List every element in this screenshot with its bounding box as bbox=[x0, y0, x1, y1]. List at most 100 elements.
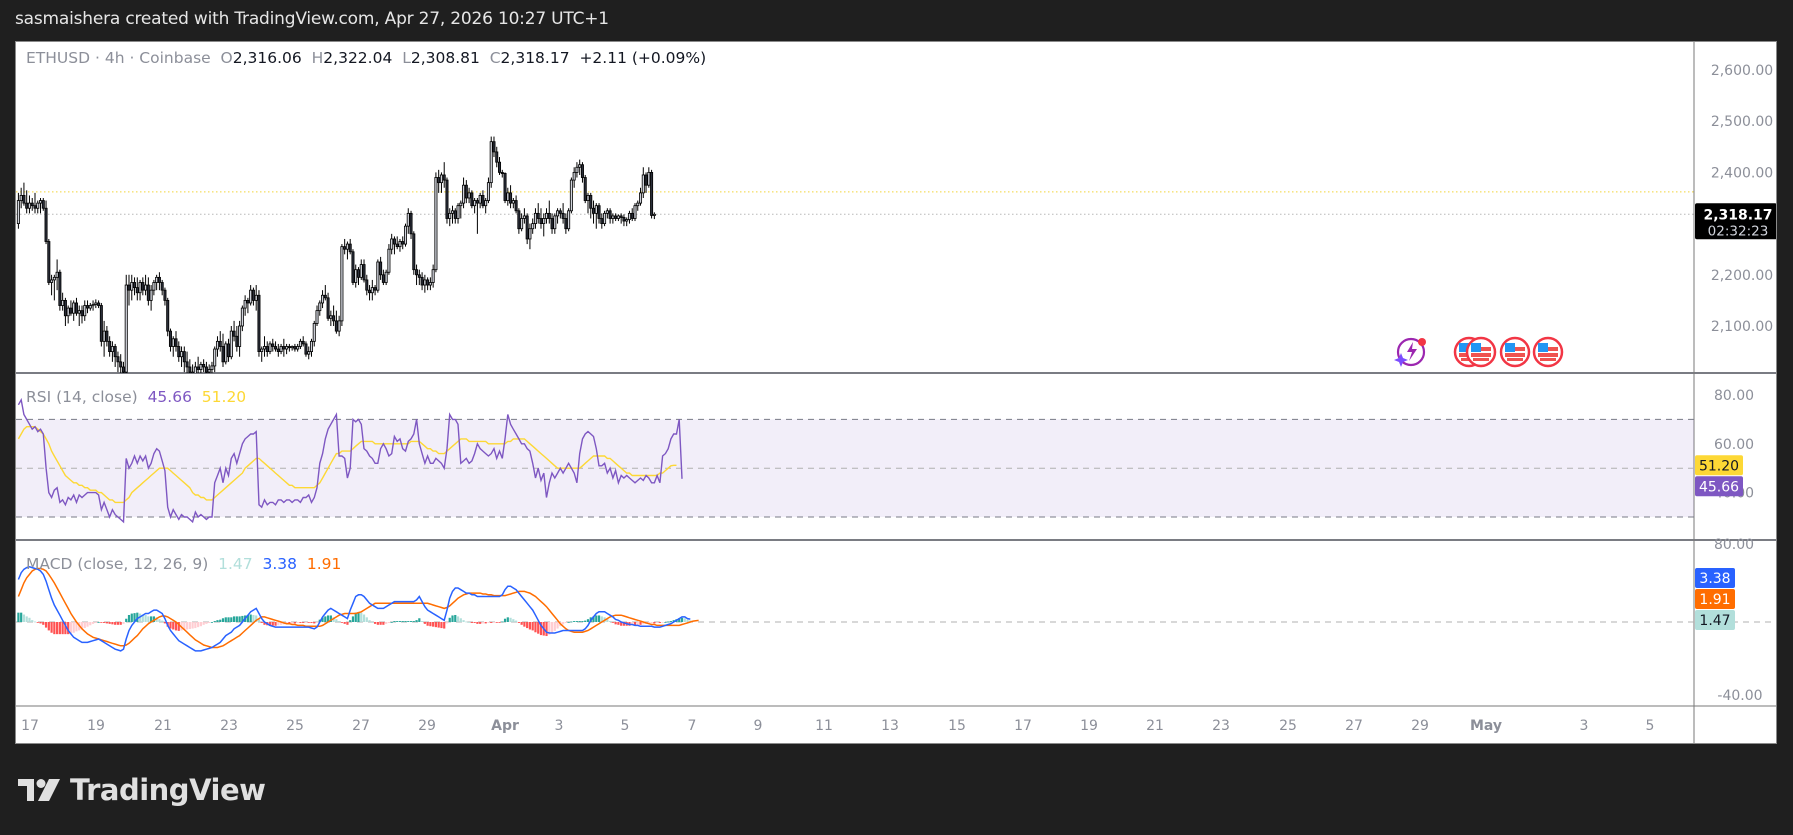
candle bbox=[41, 198, 45, 211]
candle bbox=[633, 203, 637, 222]
histogram-bar bbox=[653, 622, 656, 624]
candle bbox=[478, 192, 482, 209]
candle bbox=[213, 346, 217, 373]
histogram-bar bbox=[448, 617, 451, 622]
candle bbox=[99, 302, 103, 347]
histogram-bar bbox=[479, 622, 482, 624]
price-axis-label: 2,600.00 bbox=[1711, 63, 1773, 79]
candle bbox=[254, 285, 258, 311]
histogram-bar bbox=[296, 622, 299, 623]
time-axis-label: 5 bbox=[1646, 718, 1655, 734]
histogram-bar bbox=[470, 622, 473, 623]
candle bbox=[66, 305, 70, 324]
histogram-bar bbox=[633, 622, 637, 626]
histogram-bar bbox=[238, 616, 241, 622]
histogram-bar bbox=[174, 622, 178, 631]
histogram-bar bbox=[221, 618, 225, 622]
chart-canvas[interactable]: 2,600.00 2,500.00 2,400.00 2,200.00 2,100.00… bbox=[16, 42, 1776, 743]
histogram-bar bbox=[490, 622, 493, 623]
candle bbox=[644, 172, 648, 193]
histogram-bar bbox=[412, 621, 415, 622]
macd-value-badge bbox=[1695, 568, 1735, 588]
macd-value-badge-label: 3.38 bbox=[1699, 571, 1730, 587]
histogram-bar bbox=[351, 616, 355, 622]
time-axis-label: 9 bbox=[754, 718, 763, 734]
candle bbox=[155, 274, 159, 291]
histogram-bar bbox=[346, 622, 349, 625]
candle bbox=[356, 267, 360, 286]
time-axis-label: 23 bbox=[220, 718, 238, 734]
histogram-bar bbox=[434, 622, 438, 628]
histogram-bar bbox=[313, 622, 316, 624]
candle bbox=[351, 249, 355, 286]
candle bbox=[218, 331, 222, 352]
candle bbox=[503, 172, 507, 204]
histogram-bar bbox=[122, 622, 125, 624]
histogram-bar bbox=[125, 618, 128, 622]
candle bbox=[238, 320, 242, 357]
histogram-bar bbox=[553, 622, 556, 631]
histogram-bar bbox=[462, 620, 465, 622]
histogram-bar bbox=[299, 622, 302, 623]
histogram-bar bbox=[678, 618, 681, 622]
histogram-bar bbox=[235, 616, 238, 622]
candle bbox=[370, 279, 374, 301]
us-economic-event-icon[interactable] bbox=[1499, 336, 1531, 368]
candle bbox=[650, 169, 654, 219]
rsi-legend[interactable]: RSI (14, close) 45.66 51.20 bbox=[26, 388, 246, 406]
candle bbox=[415, 264, 419, 286]
last-price-label: 2,318.17 bbox=[1703, 207, 1772, 223]
histogram-bar bbox=[194, 622, 197, 629]
histogram-bar bbox=[371, 622, 374, 623]
candle bbox=[290, 345, 294, 351]
histogram-bar bbox=[354, 612, 357, 622]
time-axis-label: May bbox=[1470, 718, 1502, 734]
histogram-bar bbox=[667, 621, 670, 623]
candle bbox=[575, 162, 579, 178]
histogram-bar bbox=[451, 615, 454, 622]
candle bbox=[160, 279, 164, 296]
candle bbox=[392, 236, 396, 255]
histogram-bar bbox=[315, 622, 319, 623]
candle bbox=[86, 300, 90, 314]
candle bbox=[199, 361, 203, 373]
histogram-bar bbox=[686, 619, 689, 622]
candle bbox=[287, 343, 291, 352]
candle bbox=[622, 214, 626, 227]
histogram-bar bbox=[64, 622, 67, 635]
us-economic-event-icon[interactable] bbox=[1532, 336, 1564, 368]
candle bbox=[268, 341, 272, 355]
histogram-bar bbox=[539, 622, 543, 636]
time-axis-label: 21 bbox=[154, 718, 172, 734]
histogram-bar bbox=[664, 622, 667, 623]
candle bbox=[279, 343, 283, 355]
candle bbox=[434, 172, 438, 273]
symbol-name[interactable]: ETHUSD bbox=[26, 49, 91, 67]
histogram-bar bbox=[459, 618, 462, 622]
time-axis-label: 15 bbox=[948, 718, 966, 734]
candle bbox=[448, 208, 452, 227]
histogram-bar bbox=[556, 622, 559, 629]
candle bbox=[163, 287, 167, 306]
histogram-bar bbox=[47, 622, 50, 631]
candle bbox=[33, 192, 37, 214]
histogram-bar bbox=[191, 622, 194, 629]
candle bbox=[119, 354, 123, 373]
histogram-bar bbox=[332, 617, 335, 622]
candle bbox=[381, 269, 385, 286]
candle bbox=[616, 214, 620, 222]
rsi-value-badge-label: 45.66 bbox=[1699, 479, 1739, 495]
macd-signal-value: 1.91 bbox=[306, 555, 342, 573]
candle bbox=[495, 146, 499, 168]
candle bbox=[547, 200, 551, 224]
histogram-bar bbox=[103, 622, 106, 623]
candle bbox=[91, 300, 95, 311]
histogram-bar bbox=[512, 619, 515, 622]
macd-legend[interactable]: MACD (close, 12, 26, 9) 1.47 3.38 1.91 bbox=[26, 555, 341, 573]
candle bbox=[509, 185, 513, 209]
ai-insight-icon[interactable] bbox=[1394, 337, 1426, 367]
candle bbox=[652, 212, 656, 220]
candle bbox=[262, 336, 266, 357]
symbol-interval[interactable]: 4h bbox=[104, 49, 125, 67]
us-economic-event-icon[interactable] bbox=[1465, 336, 1497, 368]
